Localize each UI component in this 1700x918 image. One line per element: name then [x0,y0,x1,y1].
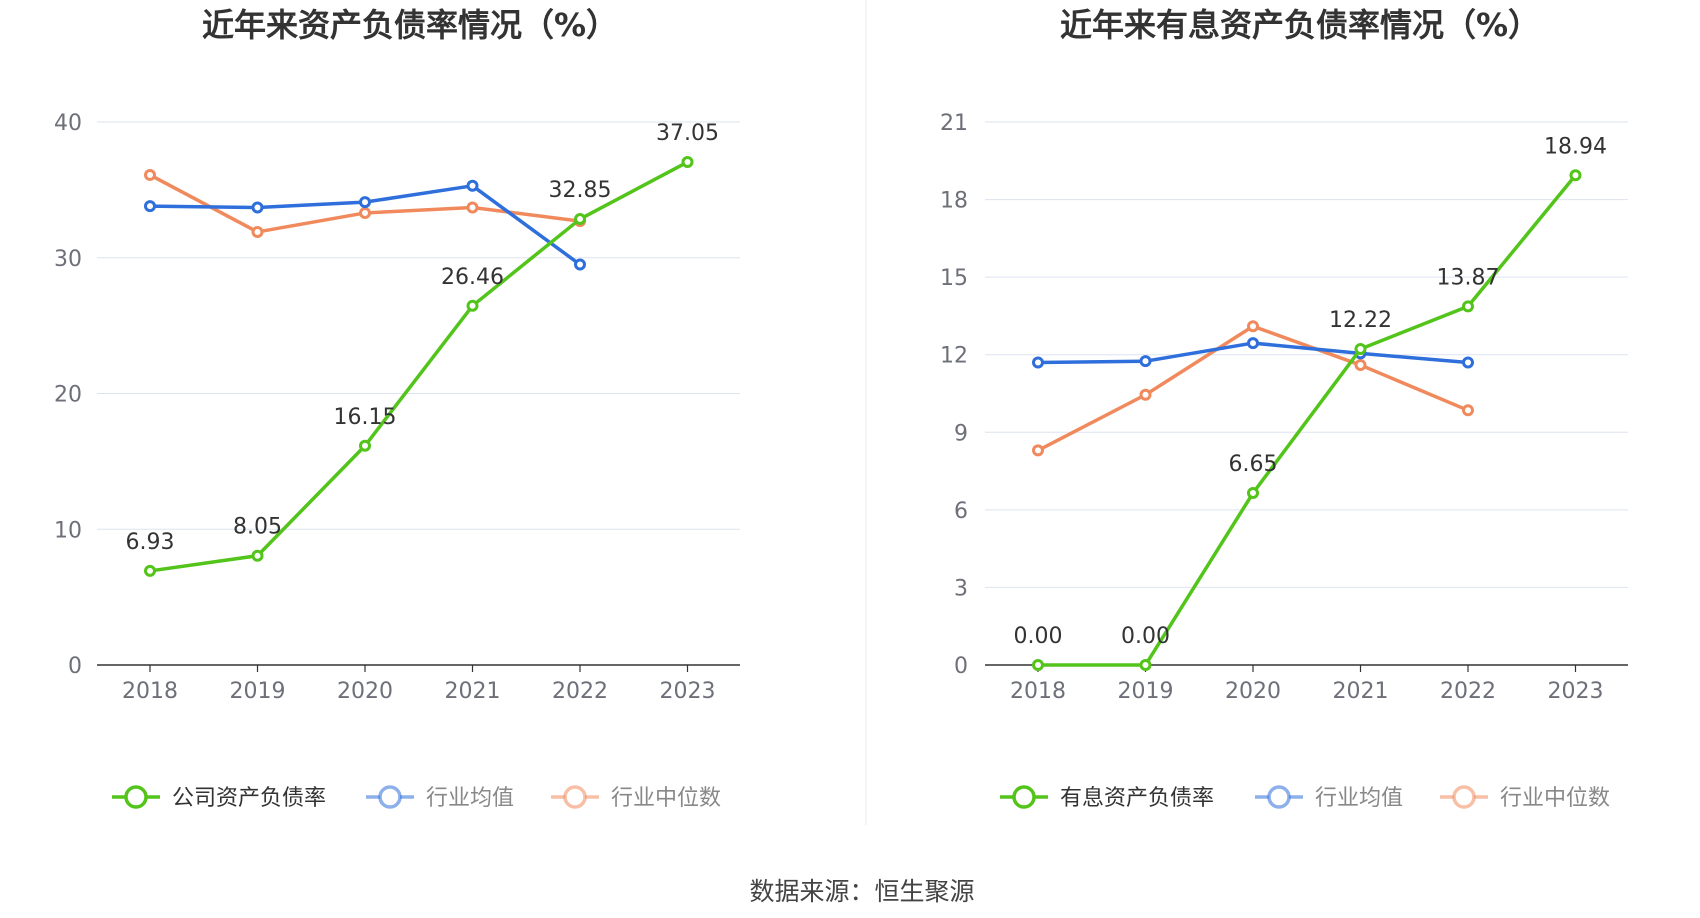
legend-label[interactable]: 行业中位数 [1500,786,1610,811]
legend-marker[interactable] [124,785,148,809]
data-point[interactable] [1354,343,1367,356]
data-point[interactable] [1462,300,1474,313]
data-point[interactable] [1569,169,1582,182]
y-tick-label: 0 [954,654,968,679]
x-tick-label: 2020 [1225,679,1281,704]
x-tick-label: 2020 [337,679,393,704]
x-tick-label: 2023 [1548,679,1604,704]
data-label: 8.05 [233,515,282,540]
data-label: 6.65 [1229,452,1278,477]
legend-label[interactable]: 行业中位数 [611,786,721,811]
y-tick-label: 9 [954,421,968,446]
x-tick-label: 2018 [1010,679,1066,704]
data-point[interactable] [251,549,264,562]
x-tick-label: 2022 [1440,679,1496,704]
data-label: 32.85 [549,178,612,203]
data-point[interactable] [251,201,264,214]
data-point[interactable] [1139,388,1152,401]
data-label: 0.00 [1014,624,1063,649]
chart-title: 近年来有息资产负债率情况（%） [1060,6,1540,44]
data-point[interactable] [359,196,371,209]
data-point[interactable] [1247,487,1259,500]
y-tick-label: 0 [68,654,82,679]
legend-marker[interactable] [1267,785,1291,809]
data-label: 18.94 [1544,134,1607,159]
data-point[interactable] [574,258,586,271]
y-tick-label: 18 [940,189,968,214]
data-point[interactable] [1032,444,1044,457]
data-point[interactable] [144,564,156,577]
y-tick-label: 3 [954,576,968,601]
data-label: 0.00 [1121,624,1170,649]
y-tick-label: 20 [54,383,82,408]
data-label: 26.46 [441,265,504,290]
legend-label[interactable]: 有息资产负债率 [1060,786,1214,811]
data-point[interactable] [1462,404,1474,417]
data-label: 13.87 [1437,265,1500,290]
data-point[interactable] [359,206,371,219]
data-point[interactable] [466,201,479,214]
y-tick-label: 21 [940,111,968,136]
data-point[interactable] [251,225,264,238]
y-tick-label: 6 [954,499,968,524]
legend-label[interactable]: 公司资产负债率 [172,786,326,811]
data-point[interactable] [144,168,156,181]
data-point[interactable] [1032,659,1044,671]
data-point[interactable] [1139,659,1152,671]
x-tick-label: 2018 [122,679,178,704]
legend-marker[interactable] [1012,785,1036,809]
data-point[interactable] [574,213,586,226]
chart-panel-asset-liability: 近年来资产负债率情况（%） 0 10 20 30 40 2018 2019 2020 2021 20… [54,6,740,811]
data-point[interactable] [1247,337,1259,350]
x-tick-label: 2023 [660,679,716,704]
data-point[interactable] [1139,355,1152,368]
x-tick-label: 2022 [552,679,608,704]
y-tick-label: 30 [54,247,82,272]
series-line [149,160,689,573]
data-point[interactable] [1032,356,1044,369]
x-tick-label: 2019 [1118,679,1174,704]
y-tick-label: 40 [54,111,82,136]
data-label: 12.22 [1329,308,1392,333]
data-label: 16.15 [334,405,397,430]
y-tick-label: 10 [54,518,82,543]
legend-marker[interactable] [563,785,587,809]
data-point[interactable] [1354,359,1367,372]
x-tick-label: 2019 [230,679,286,704]
data-point[interactable] [1462,356,1474,369]
legend-label[interactable]: 行业均值 [426,786,514,811]
y-tick-label: 15 [940,266,968,291]
data-point[interactable] [144,200,156,213]
data-point[interactable] [681,156,694,169]
data-point[interactable] [466,299,479,312]
y-tick-label: 12 [940,344,968,369]
data-label: 37.05 [656,121,719,146]
data-label: 6.93 [126,530,175,555]
data-point[interactable] [1247,320,1259,333]
legend-marker[interactable] [378,785,402,809]
legend-label[interactable]: 行业均值 [1315,786,1403,811]
x-tick-label: 2021 [445,679,501,704]
legend-marker[interactable] [1452,785,1476,809]
data-source: 数据来源：恒生聚源 [749,877,974,906]
chart-panel-interest-bearing: 近年来有息资产负债率情况（%） 0 3 6 9 12 15 18 21 2018 2019 2020 2… [940,6,1628,811]
chart-title: 近年来资产负债率情况（%） [202,6,618,44]
x-tick-label: 2021 [1333,679,1389,704]
data-point[interactable] [466,179,479,192]
series-line [1038,174,1577,667]
data-point[interactable] [359,439,371,452]
